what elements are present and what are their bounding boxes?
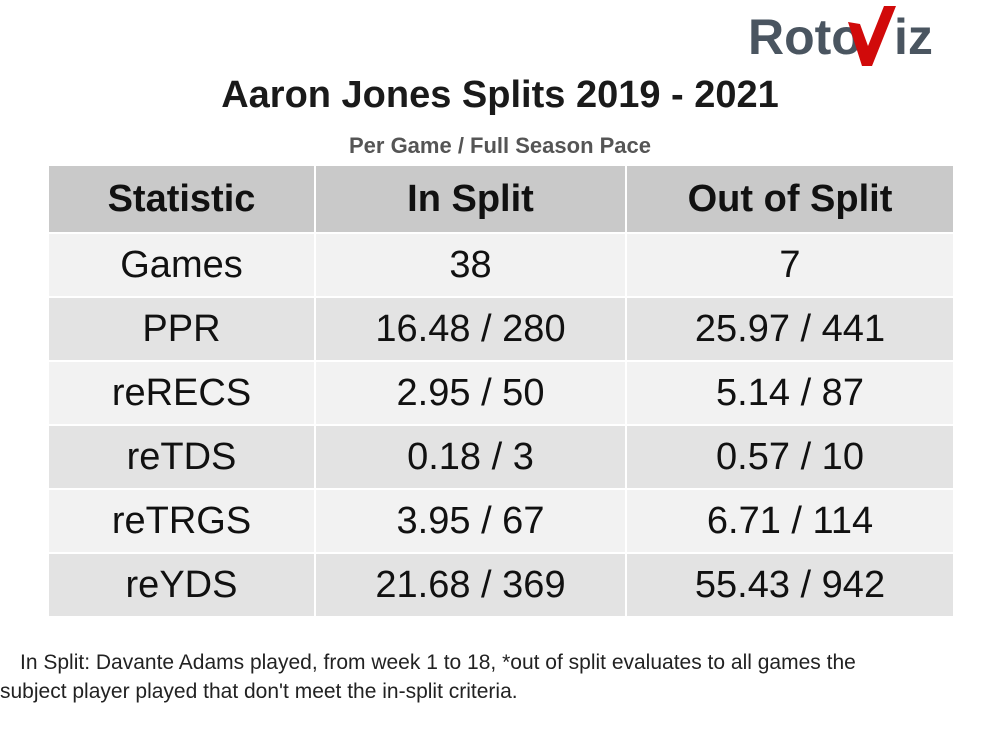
column-header-statistic: Statistic xyxy=(47,164,316,234)
in-split-cell: 38 xyxy=(314,232,627,298)
splits-table: Statistic In Split Out of Split Games 38… xyxy=(47,164,955,618)
in-split-cell: 2.95 / 50 xyxy=(314,360,627,426)
page-title: Aaron Jones Splits 2019 - 2021 xyxy=(221,74,779,116)
in-split-cell: 0.18 / 3 xyxy=(314,424,627,490)
column-header-in-split: In Split xyxy=(314,164,627,234)
out-of-split-cell: 55.43 / 942 xyxy=(625,552,955,618)
rotoviz-logo: Roto iz xyxy=(748,2,958,68)
in-split-cell: 21.68 / 369 xyxy=(314,552,627,618)
out-of-split-cell: 7 xyxy=(625,232,955,298)
logo-v-bolt-icon xyxy=(848,6,896,66)
footnote: In Split: Davante Adams played, from wee… xyxy=(0,648,1000,706)
logo-text-right: iz xyxy=(894,9,933,65)
statistic-cell: PPR xyxy=(47,296,316,362)
out-of-split-cell: 6.71 / 114 xyxy=(625,488,955,554)
column-header-out-of-split: Out of Split xyxy=(625,164,955,234)
out-of-split-cell: 25.97 / 441 xyxy=(625,296,955,362)
logo-text-left: Roto xyxy=(748,9,862,65)
footnote-line-2: subject player played that don't meet th… xyxy=(0,680,518,703)
statistic-cell: reTRGS xyxy=(47,488,316,554)
in-split-cell: 16.48 / 280 xyxy=(314,296,627,362)
footnote-line-1: In Split: Davante Adams played, from wee… xyxy=(20,651,856,674)
table-row: reYDS 21.68 / 369 55.43 / 942 xyxy=(47,552,955,618)
statistic-cell: reRECS xyxy=(47,360,316,426)
table-row: reTDS 0.18 / 3 0.57 / 10 xyxy=(47,424,955,490)
page-subtitle: Per Game / Full Season Pace xyxy=(348,133,652,158)
table-row: reTRGS 3.95 / 67 6.71 / 114 xyxy=(47,488,955,554)
out-of-split-cell: 5.14 / 87 xyxy=(625,360,955,426)
table-row: reRECS 2.95 / 50 5.14 / 87 xyxy=(47,360,955,426)
table-row: Games 38 7 xyxy=(47,232,955,298)
statistic-cell: reYDS xyxy=(47,552,316,618)
statistic-cell: reTDS xyxy=(47,424,316,490)
statistic-cell: Games xyxy=(47,232,316,298)
in-split-cell: 3.95 / 67 xyxy=(314,488,627,554)
table-header-row: Statistic In Split Out of Split xyxy=(47,164,955,234)
out-of-split-cell: 0.57 / 10 xyxy=(625,424,955,490)
table-row: PPR 16.48 / 280 25.97 / 441 xyxy=(47,296,955,362)
